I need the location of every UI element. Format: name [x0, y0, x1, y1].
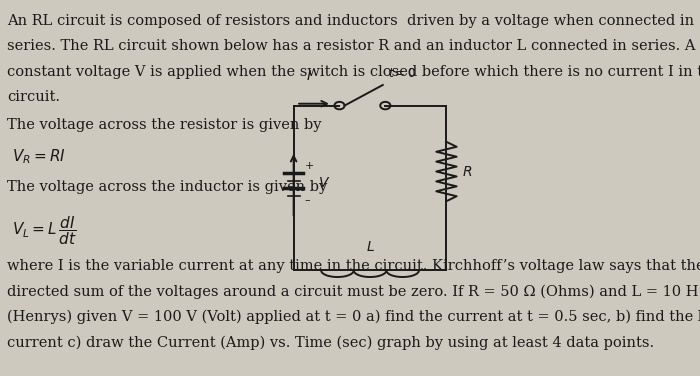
Text: current c) draw the Current (Amp) vs. Time (sec) graph by using at least 4 data : current c) draw the Current (Amp) vs. Ti…: [7, 335, 654, 350]
Text: $V$: $V$: [318, 176, 330, 190]
Text: (Henrys) given V = 100 V (Volt) applied at t = 0 a) find the current at t = 0.5 : (Henrys) given V = 100 V (Volt) applied …: [7, 310, 700, 324]
Text: directed sum of the voltages around a circuit must be zero. If R = 50 Ω (Ohms) a: directed sum of the voltages around a ci…: [7, 284, 699, 299]
Text: $t=0$: $t=0$: [388, 67, 416, 80]
Text: where I is the variable current at any time in the circuit. Kirchhoff’s voltage : where I is the variable current at any t…: [7, 259, 700, 273]
Text: $L$: $L$: [365, 240, 375, 253]
Text: series. The RL circuit shown below has a resistor R and an inductor L connected : series. The RL circuit shown below has a…: [7, 39, 696, 53]
Text: +: +: [304, 161, 314, 171]
Text: $R$: $R$: [462, 165, 472, 179]
Text: $V_L = L\,\dfrac{dI}{dt}$: $V_L = L\,\dfrac{dI}{dt}$: [12, 215, 76, 247]
Text: The voltage across the resistor is given by: The voltage across the resistor is given…: [7, 118, 322, 132]
Text: constant voltage V is applied when the switch is closed before which there is no: constant voltage V is applied when the s…: [7, 65, 700, 79]
Text: –: –: [304, 195, 311, 205]
Text: circuit.: circuit.: [7, 90, 60, 104]
Text: The voltage across the inductor is given by: The voltage across the inductor is given…: [7, 180, 328, 194]
Text: $I$: $I$: [306, 69, 312, 83]
Text: $V_R = RI$: $V_R = RI$: [12, 147, 66, 166]
Text: An RL circuit is composed of resistors and inductors  driven by a voltage when c: An RL circuit is composed of resistors a…: [7, 14, 694, 28]
